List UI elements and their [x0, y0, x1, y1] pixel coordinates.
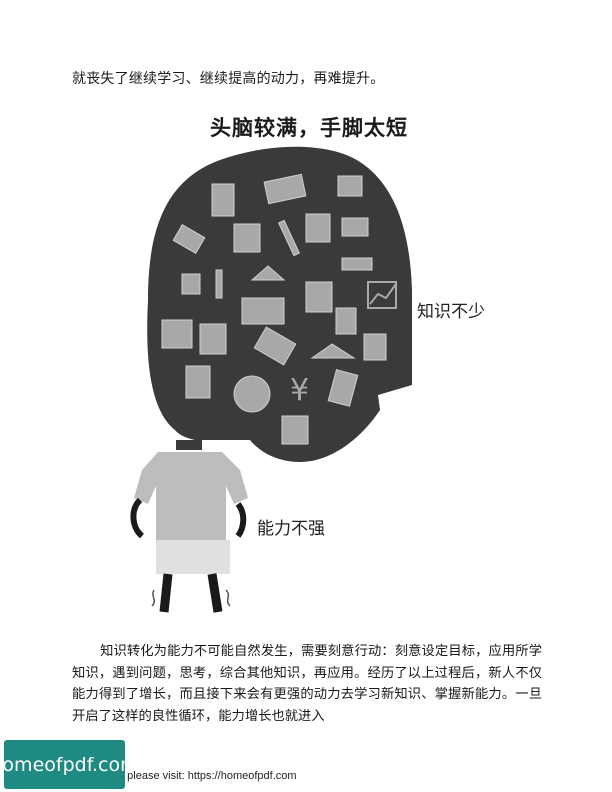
figure-title: 头脑较满，手脚太短	[210, 116, 408, 140]
book-icon	[327, 369, 359, 407]
book-icon	[253, 326, 297, 366]
closed-book-icon	[263, 173, 307, 205]
books-row-icon	[241, 297, 285, 325]
document-icon	[185, 365, 211, 399]
pencil-icon	[278, 219, 300, 257]
shake-lines	[151, 589, 231, 607]
right-leg	[207, 573, 223, 613]
right-arm	[235, 502, 247, 538]
book-icon	[335, 307, 357, 335]
book-stack-icon	[233, 223, 261, 253]
pie-chart-icon	[233, 375, 271, 413]
open-book-icon	[310, 343, 356, 359]
pen-icon	[215, 269, 223, 299]
books-icon	[341, 217, 369, 237]
shirt	[134, 452, 248, 540]
books-icon	[337, 175, 363, 197]
yen-icon: ¥	[290, 373, 309, 408]
book-icon	[363, 333, 387, 361]
book-icon	[305, 213, 331, 243]
body-paragraph: 知识转化为能力不可能自然发生，需要刻意行动：刻意设定目标，应用所学知识，遇到问题…	[72, 641, 542, 727]
neck	[176, 440, 202, 450]
open-book-icon	[250, 265, 286, 281]
book-icon	[305, 281, 333, 313]
books-icon	[341, 257, 373, 271]
book-stack-icon	[281, 415, 309, 445]
label-knowledge: 知识不少	[417, 302, 485, 322]
footer: e please visit: https://homeofpdf.com ho…	[0, 740, 612, 792]
books-row-icon	[161, 319, 193, 349]
label-ability: 能力不强	[257, 519, 325, 539]
paragraph-text: 知识转化为能力不可能自然发生，需要刻意行动：刻意设定目标，应用所学知识，遇到问题…	[72, 644, 542, 724]
shorts	[156, 540, 230, 574]
footer-visit-text[interactable]: e please visit: https://homeofpdf.com	[118, 770, 297, 782]
book-icon	[199, 323, 227, 355]
growth-chart-icon	[367, 281, 397, 309]
book-stack-icon	[211, 183, 235, 217]
open-book-icon	[172, 224, 206, 254]
bookmark-icon	[181, 273, 201, 295]
page-text-top: 就丧失了继续学习、继续提高的动力，再难提升。	[72, 71, 385, 87]
site-logo[interactable]: homeofpdf.com	[0, 740, 139, 789]
left-leg	[159, 573, 173, 613]
left-arm	[130, 497, 145, 539]
